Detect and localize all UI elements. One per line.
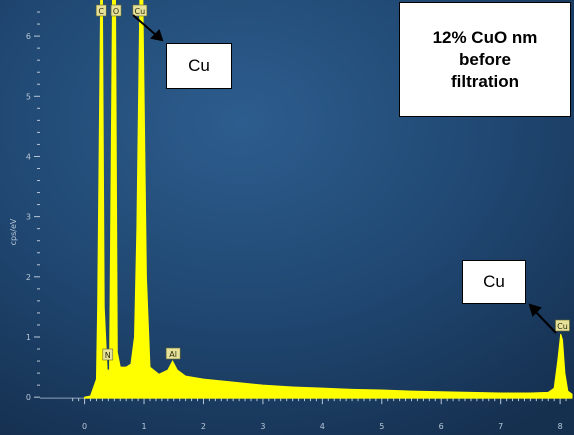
x-tick-label: 5 [379, 422, 384, 431]
callout-cu-right-text: Cu [483, 272, 505, 291]
element-label-box [102, 348, 114, 361]
y-tick-label: 3 [26, 213, 31, 222]
element-label: O [113, 7, 119, 16]
x-tick-label: 4 [320, 422, 325, 431]
x-tick-label: 0 [82, 422, 87, 431]
element-label-box [110, 4, 122, 17]
element-label-layer: C O Cu N Al Cu [95, 4, 570, 361]
arrow-top [132, 14, 158, 37]
spectrum-series [84, 0, 573, 399]
element-label-box [555, 319, 570, 332]
element-label-box [165, 347, 181, 360]
x-tick-label: 6 [439, 422, 444, 431]
element-label: Cu [135, 7, 146, 16]
x-tick-label: 1 [141, 422, 146, 431]
callout-cu-top: Cu [166, 43, 232, 89]
x-tick-label: 7 [498, 422, 503, 431]
y-tick-label: 1 [26, 333, 31, 342]
sample-line-3: filtration [451, 71, 519, 91]
element-label: C [98, 7, 104, 16]
arrow-right [533, 309, 557, 334]
arrow-layer [132, 14, 557, 334]
y-tick-label: 0 [26, 393, 31, 402]
y-tick-label: 4 [26, 152, 31, 161]
element-label: Al [169, 350, 177, 359]
element-label: Cu [557, 322, 568, 331]
arrow-right-head [528, 303, 542, 317]
x-tick-label: 3 [260, 422, 265, 431]
callout-cu-right: Cu [462, 260, 526, 304]
element-label-box [95, 4, 107, 17]
callout-cu-top-text: Cu [188, 56, 210, 75]
y-axis-label: cps/eV [9, 218, 18, 245]
element-label-box [132, 4, 148, 17]
x-tick-label: 2 [201, 422, 206, 431]
arrow-top-head [149, 29, 164, 42]
sample-line-1: 12% CuO nm [432, 27, 538, 47]
y-tick-label: 6 [26, 32, 31, 41]
sample-line-2: before [459, 49, 511, 69]
y-tick-label: 2 [26, 273, 31, 282]
sample-description-box: 12% CuO nm before filtration [399, 2, 571, 117]
y-tick-label: 5 [26, 92, 31, 101]
x-tick-label: 8 [558, 422, 563, 431]
element-label: N [105, 351, 111, 360]
series-layer [84, 0, 573, 399]
